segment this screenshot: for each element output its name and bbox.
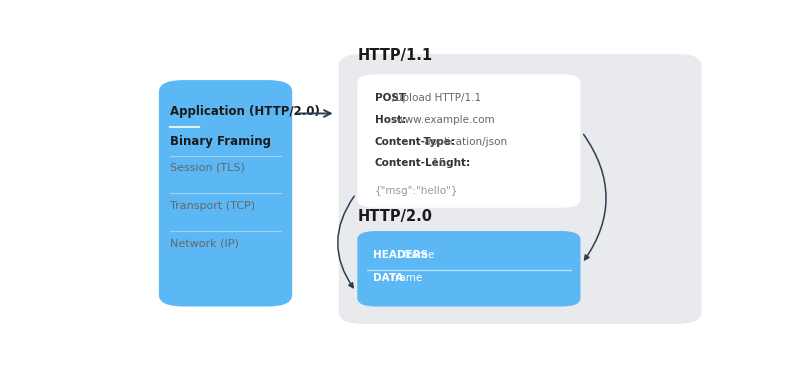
FancyBboxPatch shape (358, 231, 581, 307)
Text: DATA: DATA (373, 273, 403, 283)
FancyBboxPatch shape (159, 80, 292, 307)
Text: {"msg":"hello"}: {"msg":"hello"} (374, 186, 458, 196)
Text: Transport (TCP): Transport (TCP) (170, 201, 255, 210)
Text: Content-Lenght:: Content-Lenght: (374, 158, 470, 169)
Text: Binary Framing: Binary Framing (170, 135, 271, 148)
Text: Application (HTTP/2.0): Application (HTTP/2.0) (170, 105, 320, 118)
FancyBboxPatch shape (358, 74, 581, 208)
FancyBboxPatch shape (338, 54, 702, 324)
Text: Network (IP): Network (IP) (170, 238, 239, 248)
Text: HTTP/1.1: HTTP/1.1 (358, 48, 433, 63)
Text: HTTP/2.0: HTTP/2.0 (358, 209, 432, 224)
Text: /upload HTTP/1.1: /upload HTTP/1.1 (389, 93, 481, 103)
Text: 15: 15 (429, 158, 445, 169)
Text: Host:: Host: (374, 115, 406, 125)
Text: www.example.com: www.example.com (393, 115, 494, 125)
Text: Session (TLS): Session (TLS) (170, 163, 245, 173)
Text: Content-Type:: Content-Type: (374, 137, 456, 147)
Text: frame: frame (388, 273, 422, 283)
Text: application/json: application/json (422, 137, 507, 147)
Text: HEADERS: HEADERS (373, 250, 428, 260)
Text: POST: POST (374, 93, 406, 103)
Text: frame: frame (400, 250, 434, 260)
